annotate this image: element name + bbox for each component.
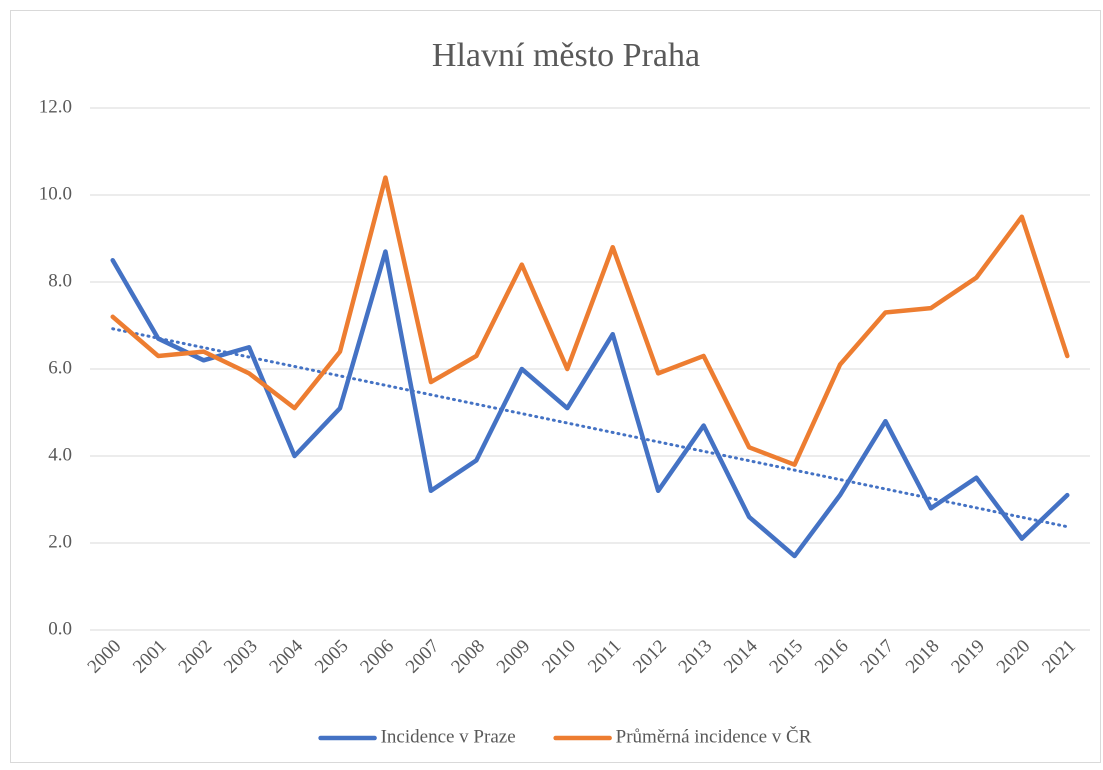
series-line [110, 249, 1070, 559]
trendline [111, 327, 1069, 529]
y-tick-label: 4.0 [48, 444, 72, 465]
y-tick-label: 8.0 [48, 270, 72, 291]
legend-label: Průměrná incidence v ČR [616, 725, 812, 747]
chart-border [10, 10, 1101, 763]
y-tick-label: 10.0 [39, 183, 72, 204]
y-tick-label: 12.0 [39, 96, 72, 117]
y-tick-label: 6.0 [48, 357, 72, 378]
series-line [110, 175, 1070, 467]
y-tick-label: 2.0 [48, 531, 72, 552]
chart-title: Hlavní město Praha [432, 37, 700, 74]
y-tick-label: 0.0 [48, 618, 72, 639]
legend-label: Incidence v Praze [381, 726, 516, 747]
